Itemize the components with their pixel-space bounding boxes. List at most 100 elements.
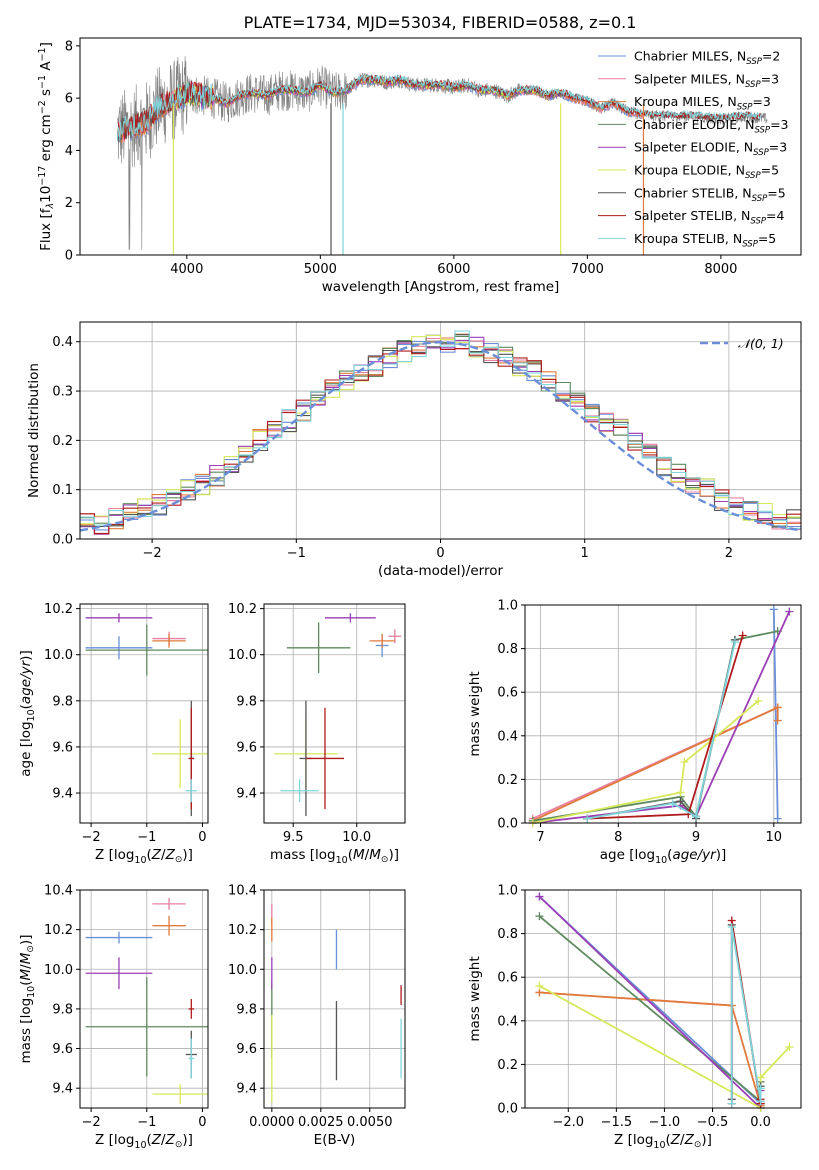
marker-plus [535,912,544,921]
panel-mass-vs-Z: −2 −1 0 9.4 9.6 9.8 10.0 10.2 10.4 Z [log10(Z/Z⊙)… [18,884,209,1151]
legend-entry: Salpeter ELODIE, NSSP=3 [634,140,787,159]
mass-weight-line-chabrier_elodie [538,915,762,1104]
x-tick-label: 9 [692,830,700,845]
x-axis-label: Z [log10(Z/Z⊙)] [95,847,193,866]
marker-plus [676,797,685,806]
panel-age-vs-mass: 9.5 10.0 9.4 9.6 9.8 10.0 10.2 mass [log10(M/M⊙… [228,602,406,866]
y-tick-label: 4 [65,144,73,159]
spectrum-plot-area [116,56,768,255]
errorbar-plot-area [85,613,208,817]
x-tick-label: 5000 [304,262,337,277]
errorbar-point-kroupa_miles [152,915,186,936]
y-tick-label: 9.6 [52,1042,73,1057]
y-tick-label: 9.8 [52,1002,73,1017]
x-tick-label: −1 [287,546,306,561]
marker-plus [773,716,782,725]
marker-plus [773,814,782,823]
y-tick-label: 9.8 [236,694,257,709]
axes-frame [263,603,406,824]
axes-frame [79,37,802,256]
y-tick-label: 10.0 [228,963,257,978]
model-spectrum-kroupa_stelib [116,74,762,141]
x-tick-label: 10 [766,830,783,845]
legend-entry: Kroupa MILES, NSSP=3 [634,94,771,113]
mass-weight-line-salpeter_elodie [532,611,791,824]
normal-distribution-curve [80,340,801,532]
errorbar-point-chabrier_miles [85,636,153,660]
errorbar-point-salpeter_miles [152,897,186,910]
x-tick-label: −2 [143,546,162,561]
axes-frame [524,889,802,1109]
x-tick-label: −1.0 [649,1115,681,1130]
legend-entry: Salpeter MILES, NSSP=3 [634,71,779,90]
y-tick-label: 10.4 [228,884,257,899]
x-tick-label: 0.0025 [298,1115,344,1130]
x-tick-label: −1 [137,830,156,845]
panel-mass-weight-vs-Z: −2.0 −1.5 −1.0 −0.5 0.0 0.0 0.2 0.4 0.6 0.8 1.0 Z [… [467,884,802,1151]
errorbar-point-kroupa_elodie [152,1084,208,1105]
x-tick-label: −0.5 [697,1115,729,1130]
x-tick-label: −2 [82,1115,101,1130]
errorbar-point-kroupa_elodie [152,719,208,789]
marker-plus [727,923,736,932]
panel-mass-vs-ebv: 0.0000 0.0025 0.0050 9.4 9.6 9.8 10.0 10.2 10.4 E… [228,884,406,1148]
y-axis-label: Normed distribution [26,363,42,498]
errorbar-point-kroupa_stelib [188,1038,195,1079]
axes-frame [79,603,209,824]
marker-plus [785,607,794,616]
x-axis-label: Z [log10(Z/Z⊙)] [95,1132,193,1151]
y-tick-label: 10.0 [44,648,73,663]
y-axis-label: mass weight [467,956,483,1041]
errorbar-point-salpeter_elodie [85,957,153,990]
y-tick-label: 10.2 [44,923,73,938]
mass-weight-line-kroupa_stelib [730,926,762,1104]
x-tick-label: 4000 [170,262,203,277]
legend-entry: Kroupa ELODIE, NSSP=5 [634,163,779,182]
x-tick-label: 0.0000 [249,1115,295,1130]
y-tick-label: 9.4 [52,787,73,802]
histogram-kroupa_stelib [80,330,801,530]
y-tick-label: 0.2 [52,434,73,449]
marker-plus [756,1097,765,1106]
y-tick-label: 9.4 [52,1082,73,1097]
mass-weight-line-salpeter_elodie [538,895,762,1111]
y-tick-label: 10.2 [228,602,257,617]
errorbar-plot-area [85,897,208,1105]
errorbar-plot-area [271,903,402,1103]
x-tick-label: 6000 [437,262,470,277]
x-tick-label: −1.5 [601,1115,633,1130]
y-tick-label: 10.0 [44,963,73,978]
marker-plus [727,1099,736,1108]
figure-title: PLATE=1734, MJD=53034, FIBERID=0588, z=0… [244,13,637,32]
x-tick-label: 7 [536,830,544,845]
x-axis-label: (data-model)/error [378,563,504,579]
y-tick-label: 0.2 [497,1058,518,1073]
x-tick-label: −2 [82,830,101,845]
axes-frame [79,321,802,540]
marker-plus [754,696,763,705]
errorbar-point-kroupa_stelib [280,779,319,803]
x-axis-label: mass [log10(M/M⊙)] [270,847,399,866]
marker-plus [730,638,739,647]
x-tick-label: 0.0 [750,1115,771,1130]
errorbar-plot-area [274,613,402,817]
x-axis-label: age [log10(age/yr)] [600,847,726,866]
y-axis-label: age [log10(age/yr)] [18,650,37,776]
y-tick-label: 10.2 [228,923,257,938]
legend-entry: Chabrier STELIB, NSSP=5 [634,185,786,204]
errorbar-point-kroupa_miles [152,633,186,648]
marker-plus [668,799,677,808]
legend-entry: Salpeter STELIB, NSSP=4 [634,208,784,227]
y-tick-label: 8 [65,39,73,54]
x-tick-label: 8 [614,830,622,845]
y-axis-label: mass [log10(M/M⊙)] [18,935,37,1064]
legend-entry: Chabrier ELODIE, NSSP=3 [634,117,789,136]
y-tick-label: 0.0 [497,1102,518,1117]
histogram-kroupa_elodie [80,334,801,527]
marker-plus [583,814,592,823]
observed-spectrum-line [117,56,768,250]
panel-age-vs-Z: −2 −1 0 9.4 9.6 9.8 10.0 10.2 Z [log10(Z/Z⊙)] age… [18,602,209,866]
y-tick-label: 9.6 [236,1042,257,1057]
y-tick-label: 9.4 [236,787,257,802]
